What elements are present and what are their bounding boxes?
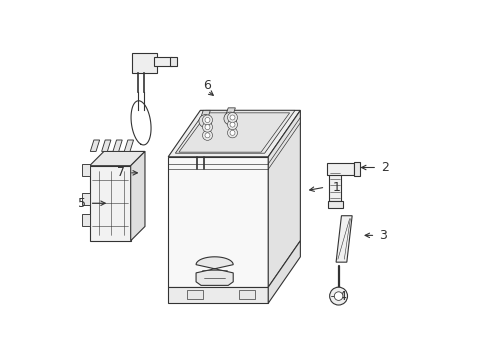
- Polygon shape: [124, 140, 134, 152]
- Polygon shape: [199, 111, 210, 121]
- Polygon shape: [268, 241, 300, 303]
- Polygon shape: [168, 111, 300, 157]
- Polygon shape: [224, 108, 235, 118]
- Polygon shape: [131, 152, 145, 241]
- Polygon shape: [168, 287, 268, 303]
- Polygon shape: [101, 140, 111, 152]
- Polygon shape: [168, 157, 268, 287]
- Polygon shape: [327, 163, 354, 175]
- Circle shape: [227, 120, 238, 130]
- Circle shape: [230, 115, 235, 120]
- Text: 3: 3: [379, 229, 387, 242]
- Circle shape: [202, 122, 213, 132]
- Polygon shape: [90, 140, 99, 152]
- Circle shape: [224, 112, 237, 125]
- Polygon shape: [268, 111, 300, 287]
- Polygon shape: [82, 164, 90, 176]
- Polygon shape: [239, 290, 255, 298]
- Circle shape: [205, 125, 210, 130]
- Circle shape: [230, 122, 235, 127]
- Polygon shape: [170, 58, 177, 66]
- Text: 7: 7: [117, 166, 125, 179]
- Polygon shape: [90, 166, 131, 241]
- Circle shape: [202, 115, 213, 125]
- Text: 4: 4: [338, 289, 346, 303]
- Polygon shape: [327, 202, 343, 208]
- Polygon shape: [179, 113, 290, 152]
- Polygon shape: [132, 53, 157, 73]
- Circle shape: [230, 130, 235, 135]
- Polygon shape: [196, 257, 233, 285]
- Text: 5: 5: [78, 197, 86, 210]
- Circle shape: [199, 114, 212, 127]
- Polygon shape: [113, 140, 122, 152]
- Polygon shape: [82, 214, 90, 226]
- Circle shape: [227, 128, 238, 138]
- Polygon shape: [90, 152, 145, 166]
- Polygon shape: [82, 193, 90, 205]
- Text: 6: 6: [203, 79, 211, 92]
- Circle shape: [334, 292, 343, 300]
- Polygon shape: [175, 111, 295, 153]
- Text: 1: 1: [333, 181, 341, 194]
- Polygon shape: [354, 162, 360, 176]
- Circle shape: [202, 130, 213, 140]
- Polygon shape: [336, 216, 352, 262]
- Polygon shape: [154, 57, 172, 66]
- Circle shape: [205, 117, 210, 122]
- Polygon shape: [187, 290, 203, 298]
- Polygon shape: [329, 169, 342, 202]
- Circle shape: [205, 133, 210, 138]
- Circle shape: [330, 287, 347, 305]
- Text: 2: 2: [381, 161, 389, 174]
- Circle shape: [227, 112, 238, 122]
